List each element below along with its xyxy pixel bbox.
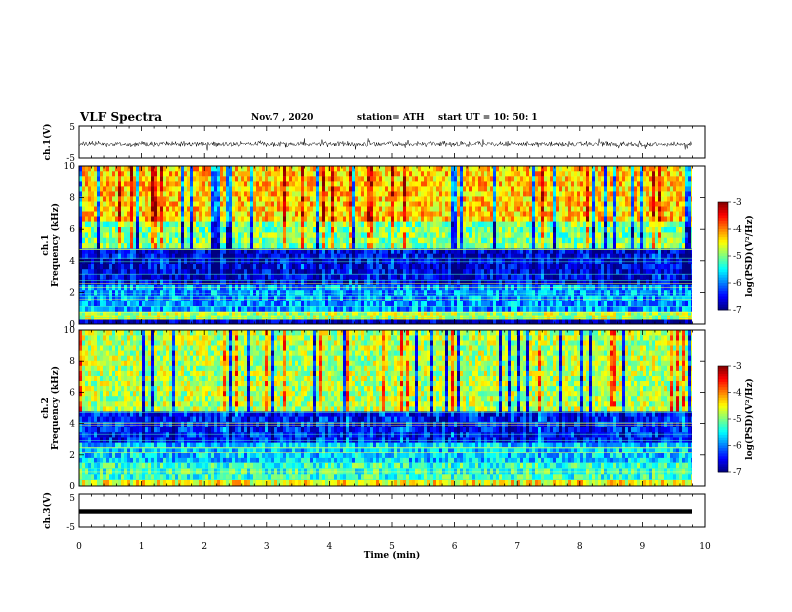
ch1-colorbar-tick--5: -5 <box>733 252 742 262</box>
ch2-ytick-6: 6 <box>69 388 75 398</box>
ch1-ytick-8: 8 <box>69 194 75 204</box>
xtick-2: 2 <box>201 542 207 552</box>
ch2-colorbar-tick--7: -7 <box>733 468 742 478</box>
ch2-colorbar-tick--6: -6 <box>733 442 742 452</box>
ch1-colorbar-tick--6: -6 <box>733 279 742 289</box>
ch1-ylabel-frequency: Frequency (kHz) <box>50 203 61 287</box>
xtick-9: 9 <box>640 542 646 552</box>
ch1-ytick-4: 4 <box>69 257 75 267</box>
ch3-ytick-5: 5 <box>69 494 75 504</box>
xtick-7: 7 <box>514 542 520 552</box>
ch1-ytick-0: 0 <box>69 320 75 330</box>
xtick-0: 0 <box>76 542 82 552</box>
ch1-colorbar-label: log(PSD)(V²/Hz) <box>744 215 755 297</box>
ch2-ylabel-frequency: Frequency (kHz) <box>50 366 61 450</box>
start-time-label: start UT = 10: 50: 1 <box>438 113 538 123</box>
ch3-waveform-line <box>79 509 692 514</box>
ch1-ytick-6: 6 <box>69 225 75 235</box>
ch1-ytick-10: 10 <box>64 162 76 172</box>
xtick-4: 4 <box>327 542 333 552</box>
ch1-colorbar-tick--3: -3 <box>733 198 742 208</box>
x-axis-label: Time (min) <box>364 550 421 561</box>
date-label: Nov.7 , 2020 <box>251 113 314 123</box>
ch2-colorbar-tick--3: -3 <box>733 362 742 372</box>
xtick-1: 1 <box>139 542 145 552</box>
chart-title: VLF Spectra <box>80 110 163 124</box>
ch1-ylabel-channel: ch.1 <box>41 234 51 255</box>
ch2-ytick-2: 2 <box>69 451 75 461</box>
ch1-ylabel: ch.1(V) <box>42 124 53 161</box>
ch2-ytick-4: 4 <box>69 420 75 430</box>
station-label: station= ATH <box>357 113 425 123</box>
xtick-6: 6 <box>452 542 458 552</box>
ch2-spectrogram <box>79 330 705 487</box>
ch1-waveform-line <box>78 138 692 151</box>
ch2-ytick-8: 8 <box>69 357 75 367</box>
xtick-8: 8 <box>577 542 583 552</box>
ch2-ytick-10: 10 <box>64 326 76 336</box>
ch3-ylabel: ch.3(V) <box>42 492 53 529</box>
ch1-ytick-5: 5 <box>69 123 75 133</box>
ch1-ytick-neg5: -5 <box>66 154 75 164</box>
ch3-ytick-neg5: -5 <box>66 523 75 533</box>
ch1-colorbar-tick--4: -4 <box>733 225 742 235</box>
ch2-colorbar-tick--5: -5 <box>733 415 742 425</box>
ch2-colorbar-tick--4: -4 <box>733 389 742 399</box>
ch2-ylabel-channel: ch.2 <box>41 397 51 418</box>
ch2-ytick-0: 0 <box>69 482 75 492</box>
ch1-spectrogram <box>79 166 705 325</box>
ch2-colorbar-label: log(PSD)(V²/Hz) <box>744 378 755 460</box>
xtick-3: 3 <box>264 542 270 552</box>
ch1-colorbar-tick--7: -7 <box>733 306 742 316</box>
xtick-5: 5 <box>389 542 395 552</box>
xtick-10: 10 <box>699 542 711 552</box>
ch1-ytick-2: 2 <box>69 288 75 298</box>
